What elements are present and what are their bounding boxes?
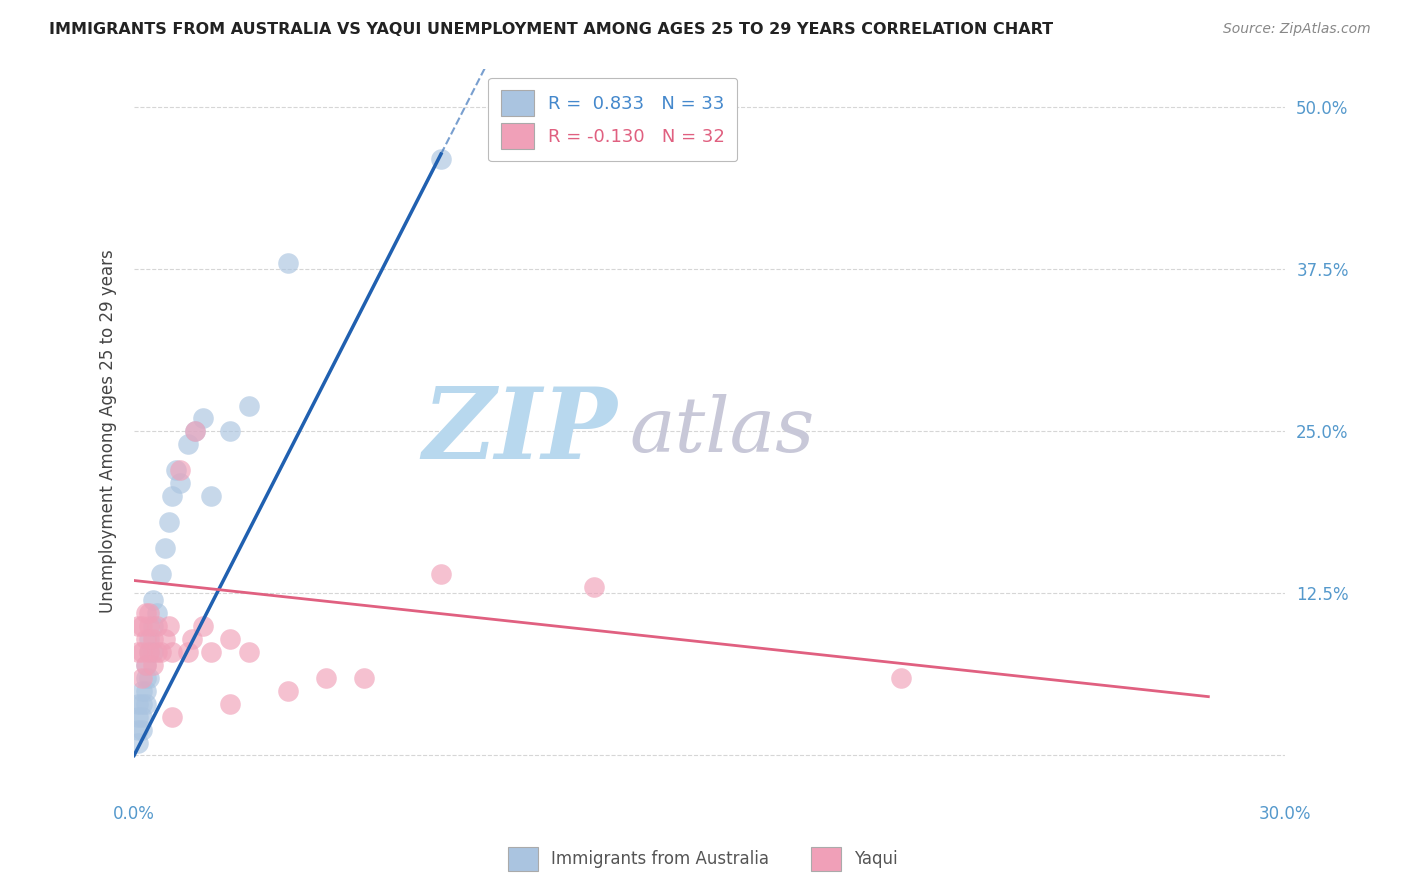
Point: [157, 515, 180, 529]
Point: [219, 425, 242, 439]
Point: [142, 645, 165, 659]
Point: [135, 632, 157, 646]
Point: [138, 632, 160, 646]
Point: [200, 489, 222, 503]
Text: atlas: atlas: [628, 394, 814, 468]
Text: Source: ZipAtlas.com: Source: ZipAtlas.com: [1223, 22, 1371, 37]
Point: [276, 683, 298, 698]
Point: [177, 437, 200, 451]
Legend: R =  0.833   N = 33, R = -0.130   N = 32: R = 0.833 N = 33, R = -0.130 N = 32: [488, 78, 738, 161]
Point: [135, 657, 157, 672]
Point: [135, 697, 157, 711]
Text: ZIP: ZIP: [422, 384, 617, 480]
Point: [149, 645, 172, 659]
Point: [138, 671, 160, 685]
Point: [142, 632, 165, 646]
Point: [131, 723, 153, 737]
Point: [200, 645, 222, 659]
Point: [177, 645, 200, 659]
Point: [131, 709, 153, 723]
Point: [180, 632, 202, 646]
Point: [153, 541, 176, 555]
Point: [191, 619, 214, 633]
Point: [890, 671, 912, 685]
Point: [276, 256, 298, 270]
Point: [162, 489, 184, 503]
Point: [146, 645, 169, 659]
Point: [131, 619, 153, 633]
Legend: Immigrants from Australia, Yaqui: Immigrants from Australia, Yaqui: [499, 839, 907, 880]
Point: [430, 567, 453, 582]
Point: [127, 697, 149, 711]
Point: [138, 606, 160, 620]
Point: [135, 671, 157, 685]
Point: [191, 411, 214, 425]
Point: [146, 619, 169, 633]
Y-axis label: Unemployment Among Ages 25 to 29 years: Unemployment Among Ages 25 to 29 years: [100, 250, 117, 614]
Point: [135, 606, 157, 620]
Point: [184, 425, 207, 439]
Point: [138, 619, 160, 633]
Point: [131, 697, 153, 711]
Point: [165, 463, 187, 477]
Point: [142, 619, 165, 633]
Point: [142, 657, 165, 672]
Point: [162, 645, 184, 659]
Point: [127, 709, 149, 723]
Point: [127, 723, 149, 737]
Point: [219, 697, 242, 711]
Point: [238, 399, 260, 413]
Point: [131, 645, 153, 659]
Point: [430, 153, 453, 167]
Point: [131, 683, 153, 698]
Point: [184, 425, 207, 439]
Point: [315, 671, 337, 685]
Point: [169, 476, 191, 491]
Point: [238, 645, 260, 659]
Point: [219, 632, 242, 646]
Point: [127, 619, 149, 633]
Point: [583, 580, 606, 594]
Point: [169, 463, 191, 477]
Point: [135, 683, 157, 698]
Point: [153, 632, 176, 646]
Point: [149, 567, 172, 582]
Text: IMMIGRANTS FROM AUSTRALIA VS YAQUI UNEMPLOYMENT AMONG AGES 25 TO 29 YEARS CORREL: IMMIGRANTS FROM AUSTRALIA VS YAQUI UNEMP…: [49, 22, 1053, 37]
Point: [127, 645, 149, 659]
Point: [138, 645, 160, 659]
Point: [162, 709, 184, 723]
Point: [131, 671, 153, 685]
Point: [138, 645, 160, 659]
Point: [146, 606, 169, 620]
Point: [127, 735, 149, 749]
Point: [157, 619, 180, 633]
Point: [135, 657, 157, 672]
Point: [142, 593, 165, 607]
Point: [353, 671, 375, 685]
